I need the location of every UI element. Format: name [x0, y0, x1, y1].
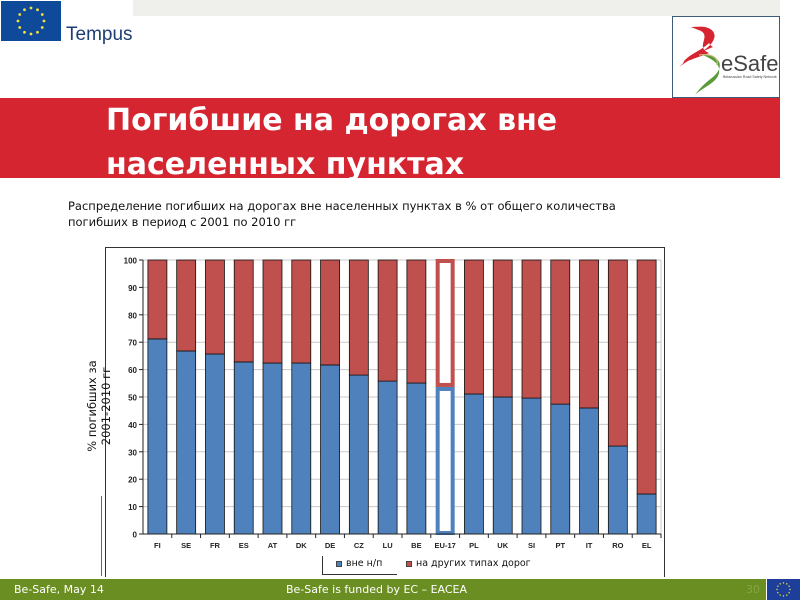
- svg-text:RO: RO: [612, 541, 623, 550]
- page-number: 30: [746, 583, 760, 596]
- svg-text:40: 40: [128, 421, 137, 430]
- svg-text:30: 30: [128, 448, 137, 457]
- besafe-road-icon: eSafe Belarussian Road Safety Network: [679, 26, 779, 95]
- svg-text:IT: IT: [586, 541, 593, 550]
- svg-text:DK: DK: [296, 541, 307, 550]
- svg-text:60: 60: [128, 366, 137, 375]
- svg-text:DE: DE: [325, 541, 335, 550]
- svg-text:SE: SE: [181, 541, 191, 550]
- svg-text:50: 50: [128, 394, 137, 403]
- svg-text:0: 0: [133, 531, 138, 540]
- svg-text:90: 90: [128, 284, 137, 293]
- legend-item-outside: вне н/п: [336, 558, 382, 569]
- svg-text:PT: PT: [555, 541, 565, 550]
- svg-text:AT: AT: [268, 541, 278, 550]
- svg-text:70: 70: [128, 339, 137, 348]
- svg-text:LU: LU: [383, 541, 393, 550]
- chart-caption: Распределение погибших на дорогах вне на…: [68, 198, 718, 230]
- besafe-logo: eSafe Belarussian Road Safety Network: [672, 16, 780, 98]
- eu-stars-small-icon: [767, 579, 800, 600]
- footer-left-text: Be-Safe, May 14: [14, 583, 104, 596]
- y-axis-label-rule: [101, 496, 102, 576]
- chart-caption-line1: Распределение погибших на дорогах вне на…: [68, 199, 616, 213]
- svg-text:80: 80: [128, 311, 137, 320]
- stacked-bar-chart: 0 10 20 30 40 50 60 70 80 90 100 FI SE FR ES AT DK DE CZ LU…: [124, 257, 662, 550]
- svg-text:10: 10: [128, 503, 137, 512]
- legend-label-outside: вне н/п: [346, 558, 383, 569]
- slide-title: Погибшие на дорогах вне населенных пункт…: [106, 99, 746, 187]
- tempus-logo-text: Tempus: [66, 24, 133, 45]
- footer-center-text: Be-Safe is funded by EC – EACEA: [286, 583, 468, 596]
- y-axis-label: % погибших за 2001-2010 гг: [83, 338, 123, 488]
- svg-text:SI: SI: [528, 541, 535, 550]
- legend-frame: [322, 556, 397, 575]
- svg-text:FI: FI: [154, 541, 161, 550]
- svg-text:UK: UK: [497, 541, 508, 550]
- legend-label-other: на других типах дорог: [416, 558, 531, 569]
- legend-swatch-red: [406, 560, 412, 567]
- svg-text:ES: ES: [239, 541, 249, 550]
- title-band: [0, 98, 780, 178]
- legend-swatch-blue: [336, 560, 342, 567]
- y-axis-label-line1: % погибших за: [85, 360, 99, 452]
- svg-text:EU-17: EU-17: [435, 541, 456, 550]
- svg-text:EL: EL: [642, 541, 652, 550]
- svg-text:FR: FR: [210, 541, 221, 550]
- chart-frame: 0 10 20 30 40 50 60 70 80 90 100 FI SE FR ES AT DK DE CZ LU…: [105, 247, 665, 577]
- eu-stars-icon: [1, 1, 61, 41]
- svg-text:100: 100: [124, 257, 138, 266]
- chart-caption-line2: погибших в период с 2001 по 2010 гг: [68, 215, 297, 229]
- slide-title-line2: населенных пунктах: [106, 147, 465, 182]
- svg-text:Belarussian Road Safety Networ: Belarussian Road Safety Network: [723, 75, 777, 79]
- eu-flag-logo: [1, 1, 61, 41]
- svg-text:CZ: CZ: [354, 541, 364, 550]
- footer-bar: Be-Safe, May 14 Be-Safe is funded by EC …: [0, 579, 766, 600]
- footer-eu-flag: [767, 579, 800, 600]
- svg-text:BE: BE: [411, 541, 421, 550]
- chart-legend: вне н/п на других типах дорог: [322, 554, 531, 575]
- svg-text:eSafe: eSafe: [721, 51, 779, 76]
- slide-title-line1: Погибшие на дорогах вне: [106, 103, 558, 138]
- top-decor-strip: [133, 0, 780, 16]
- svg-text:PL: PL: [469, 541, 479, 550]
- y-axis-label-line2: 2001-2010 гг: [99, 366, 113, 446]
- svg-text:20: 20: [128, 476, 137, 485]
- legend-item-other: на других типах дорог: [406, 558, 531, 569]
